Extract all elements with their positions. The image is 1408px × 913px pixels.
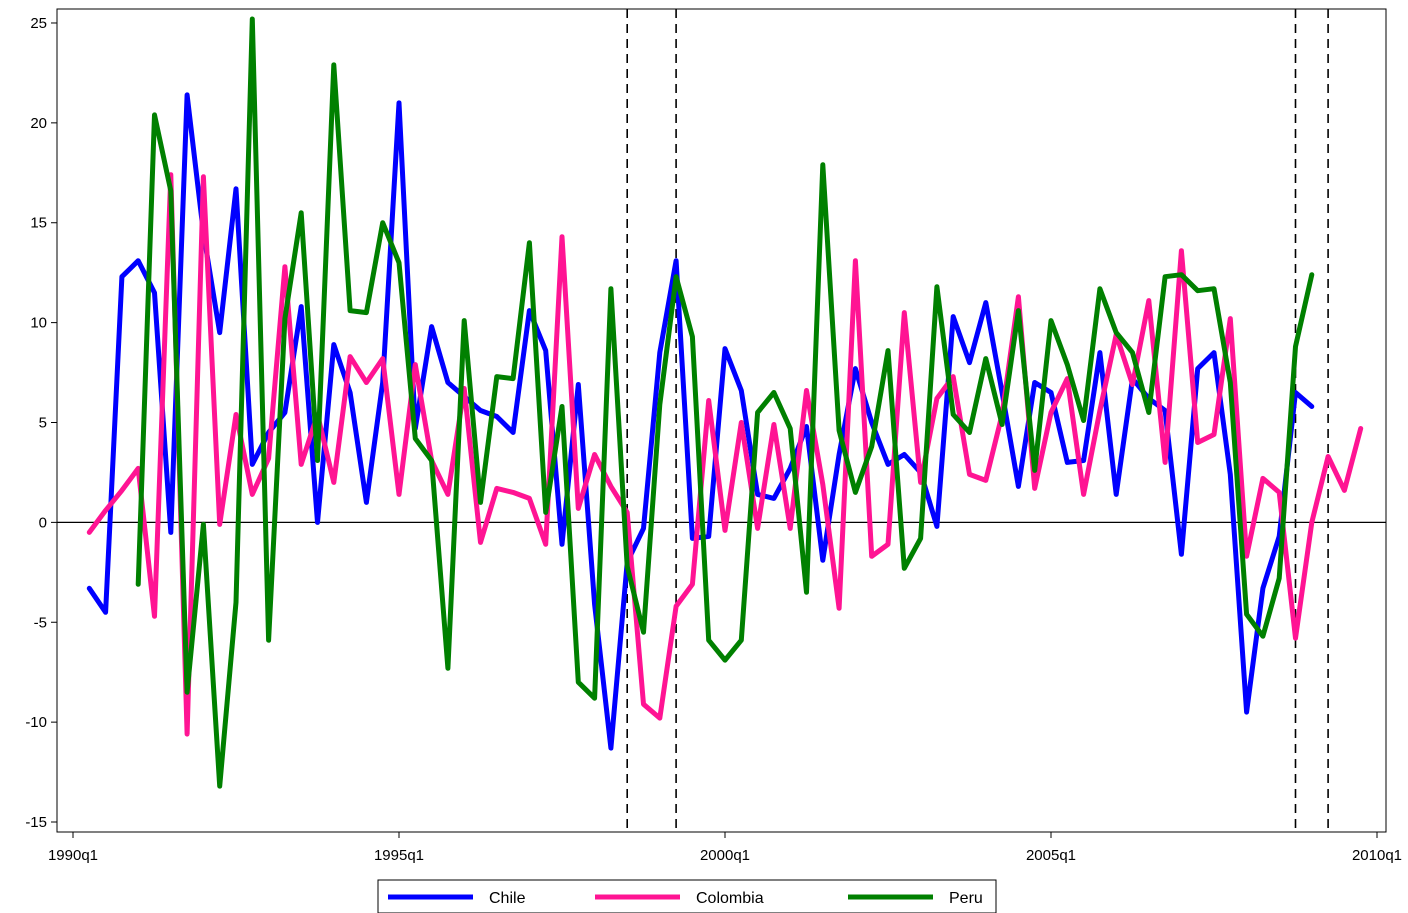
x-tick-label: 1995q1 [374, 847, 424, 864]
y-tick-label: -15 [25, 814, 47, 831]
x-tick-label: 1990q1 [48, 847, 98, 864]
recession-markers [626, 9, 1329, 832]
plot-frame [56, 8, 1387, 833]
y-tick-label: -5 [34, 614, 47, 631]
y-tick-label: -10 [25, 714, 47, 731]
x-tick-label: 2000q1 [700, 847, 750, 864]
series-layer [86, 16, 1364, 789]
y-tick-label: 5 [39, 414, 47, 431]
y-tick-label: 0 [39, 514, 47, 531]
y-tick-label: 15 [30, 215, 47, 232]
legend: Chile Colombia Peru [377, 879, 997, 913]
series-line-colombia [86, 172, 1364, 737]
y-axis: -15 -10 -5 0 5 10 15 20 25 [25, 15, 57, 831]
x-tick-label: 2005q1 [1026, 847, 1076, 864]
series-line-peru [135, 16, 1315, 789]
y-tick-label: 20 [30, 115, 47, 132]
y-tick-label: 25 [30, 15, 47, 32]
x-axis: 1990q1 1995q1 2000q1 2005q1 2010q1 [48, 832, 1402, 864]
legend-label-peru: Peru [949, 890, 983, 907]
y-tick-label: 10 [30, 315, 47, 332]
legend-label-chile: Chile [489, 890, 526, 907]
legend-label-colombia: Colombia [696, 890, 764, 907]
x-tick-label: 2010q1 [1352, 847, 1402, 864]
